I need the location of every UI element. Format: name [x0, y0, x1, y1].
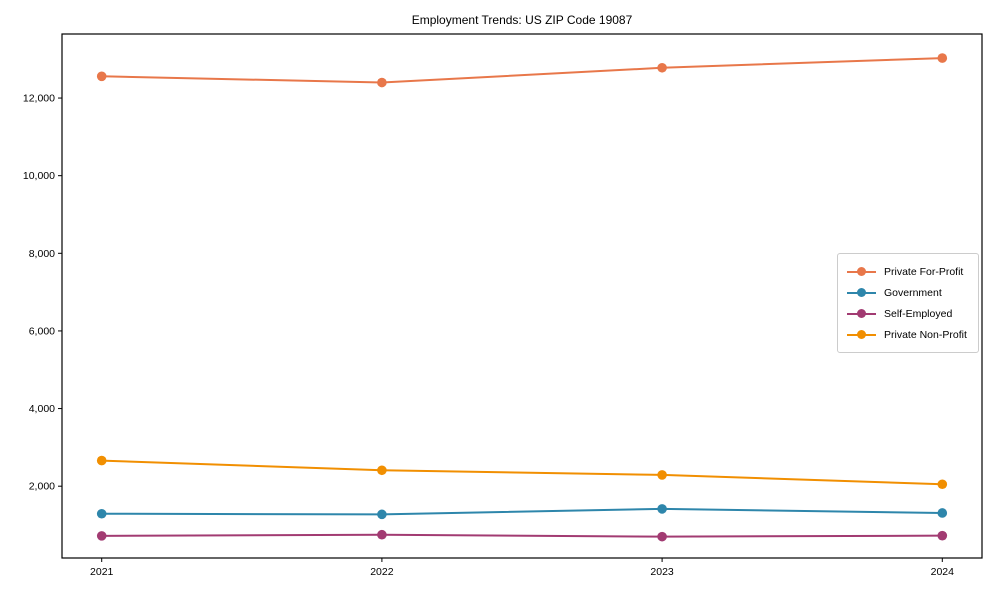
- data-point-self-employed: [377, 529, 387, 540]
- legend-label: Government: [884, 286, 942, 299]
- legend-label: Self-Employed: [884, 307, 953, 320]
- data-point-government: [96, 508, 107, 519]
- series-line-government: [101, 507, 943, 516]
- x-tick-label: 2023: [650, 566, 674, 578]
- data-point-government: [657, 504, 667, 514]
- y-tick-label: 2,000: [29, 481, 55, 493]
- data-point-private-non-profit: [657, 470, 667, 480]
- legend-dot-icon: [857, 330, 866, 339]
- chart-title: Employment Trends: US ZIP Code 19087: [411, 13, 633, 27]
- x-tick-label: 2021: [90, 566, 114, 578]
- series-line-private-for-profit: [101, 57, 943, 84]
- x-tick-label: 2024: [931, 566, 955, 578]
- series-line-private-non-profit: [101, 459, 943, 486]
- y-tick-label: 10,000: [23, 170, 55, 182]
- x-tick-label: 2022: [370, 566, 394, 578]
- legend-line-marker-icon: [847, 329, 876, 340]
- legend-line-marker-icon: [847, 308, 876, 319]
- data-point-self-employed: [937, 530, 948, 541]
- legend-line-marker-icon: [847, 287, 876, 298]
- legend-item: Private For-Profit: [847, 261, 968, 282]
- data-point-government: [377, 509, 387, 520]
- data-point-private-non-profit: [377, 465, 387, 476]
- data-point-self-employed: [96, 531, 107, 541]
- axes-spine: [61, 33, 983, 559]
- legend-dot-icon: [857, 288, 866, 297]
- data-point-private-for-profit: [937, 53, 948, 63]
- legend-label: Private Non-Profit: [884, 328, 967, 341]
- data-point-private-for-profit: [657, 62, 667, 73]
- y-tick-label: 4,000: [29, 403, 55, 415]
- legend-item: Self-Employed: [847, 303, 968, 324]
- series-line-self-employed: [101, 533, 943, 538]
- legend-dot-icon: [857, 267, 866, 276]
- data-point-government: [937, 508, 948, 518]
- y-tick-label: 6,000: [29, 325, 55, 337]
- legend-line-marker-icon: [847, 266, 876, 277]
- data-point-private-non-profit: [96, 455, 107, 466]
- data-point-private-for-profit: [377, 77, 387, 88]
- legend-item: Government: [847, 282, 968, 303]
- y-tick-label: 12,000: [23, 93, 55, 105]
- legend: Private For-Profit Government Self-Employe…: [837, 253, 979, 353]
- legend-label: Private For-Profit: [884, 265, 964, 278]
- data-point-self-employed: [657, 531, 667, 542]
- data-point-private-for-profit: [96, 71, 107, 82]
- data-point-private-non-profit: [937, 479, 948, 490]
- y-tick-label: 8,000: [29, 248, 55, 260]
- legend-item: Private Non-Profit: [847, 324, 968, 345]
- legend-dot-icon: [857, 309, 866, 318]
